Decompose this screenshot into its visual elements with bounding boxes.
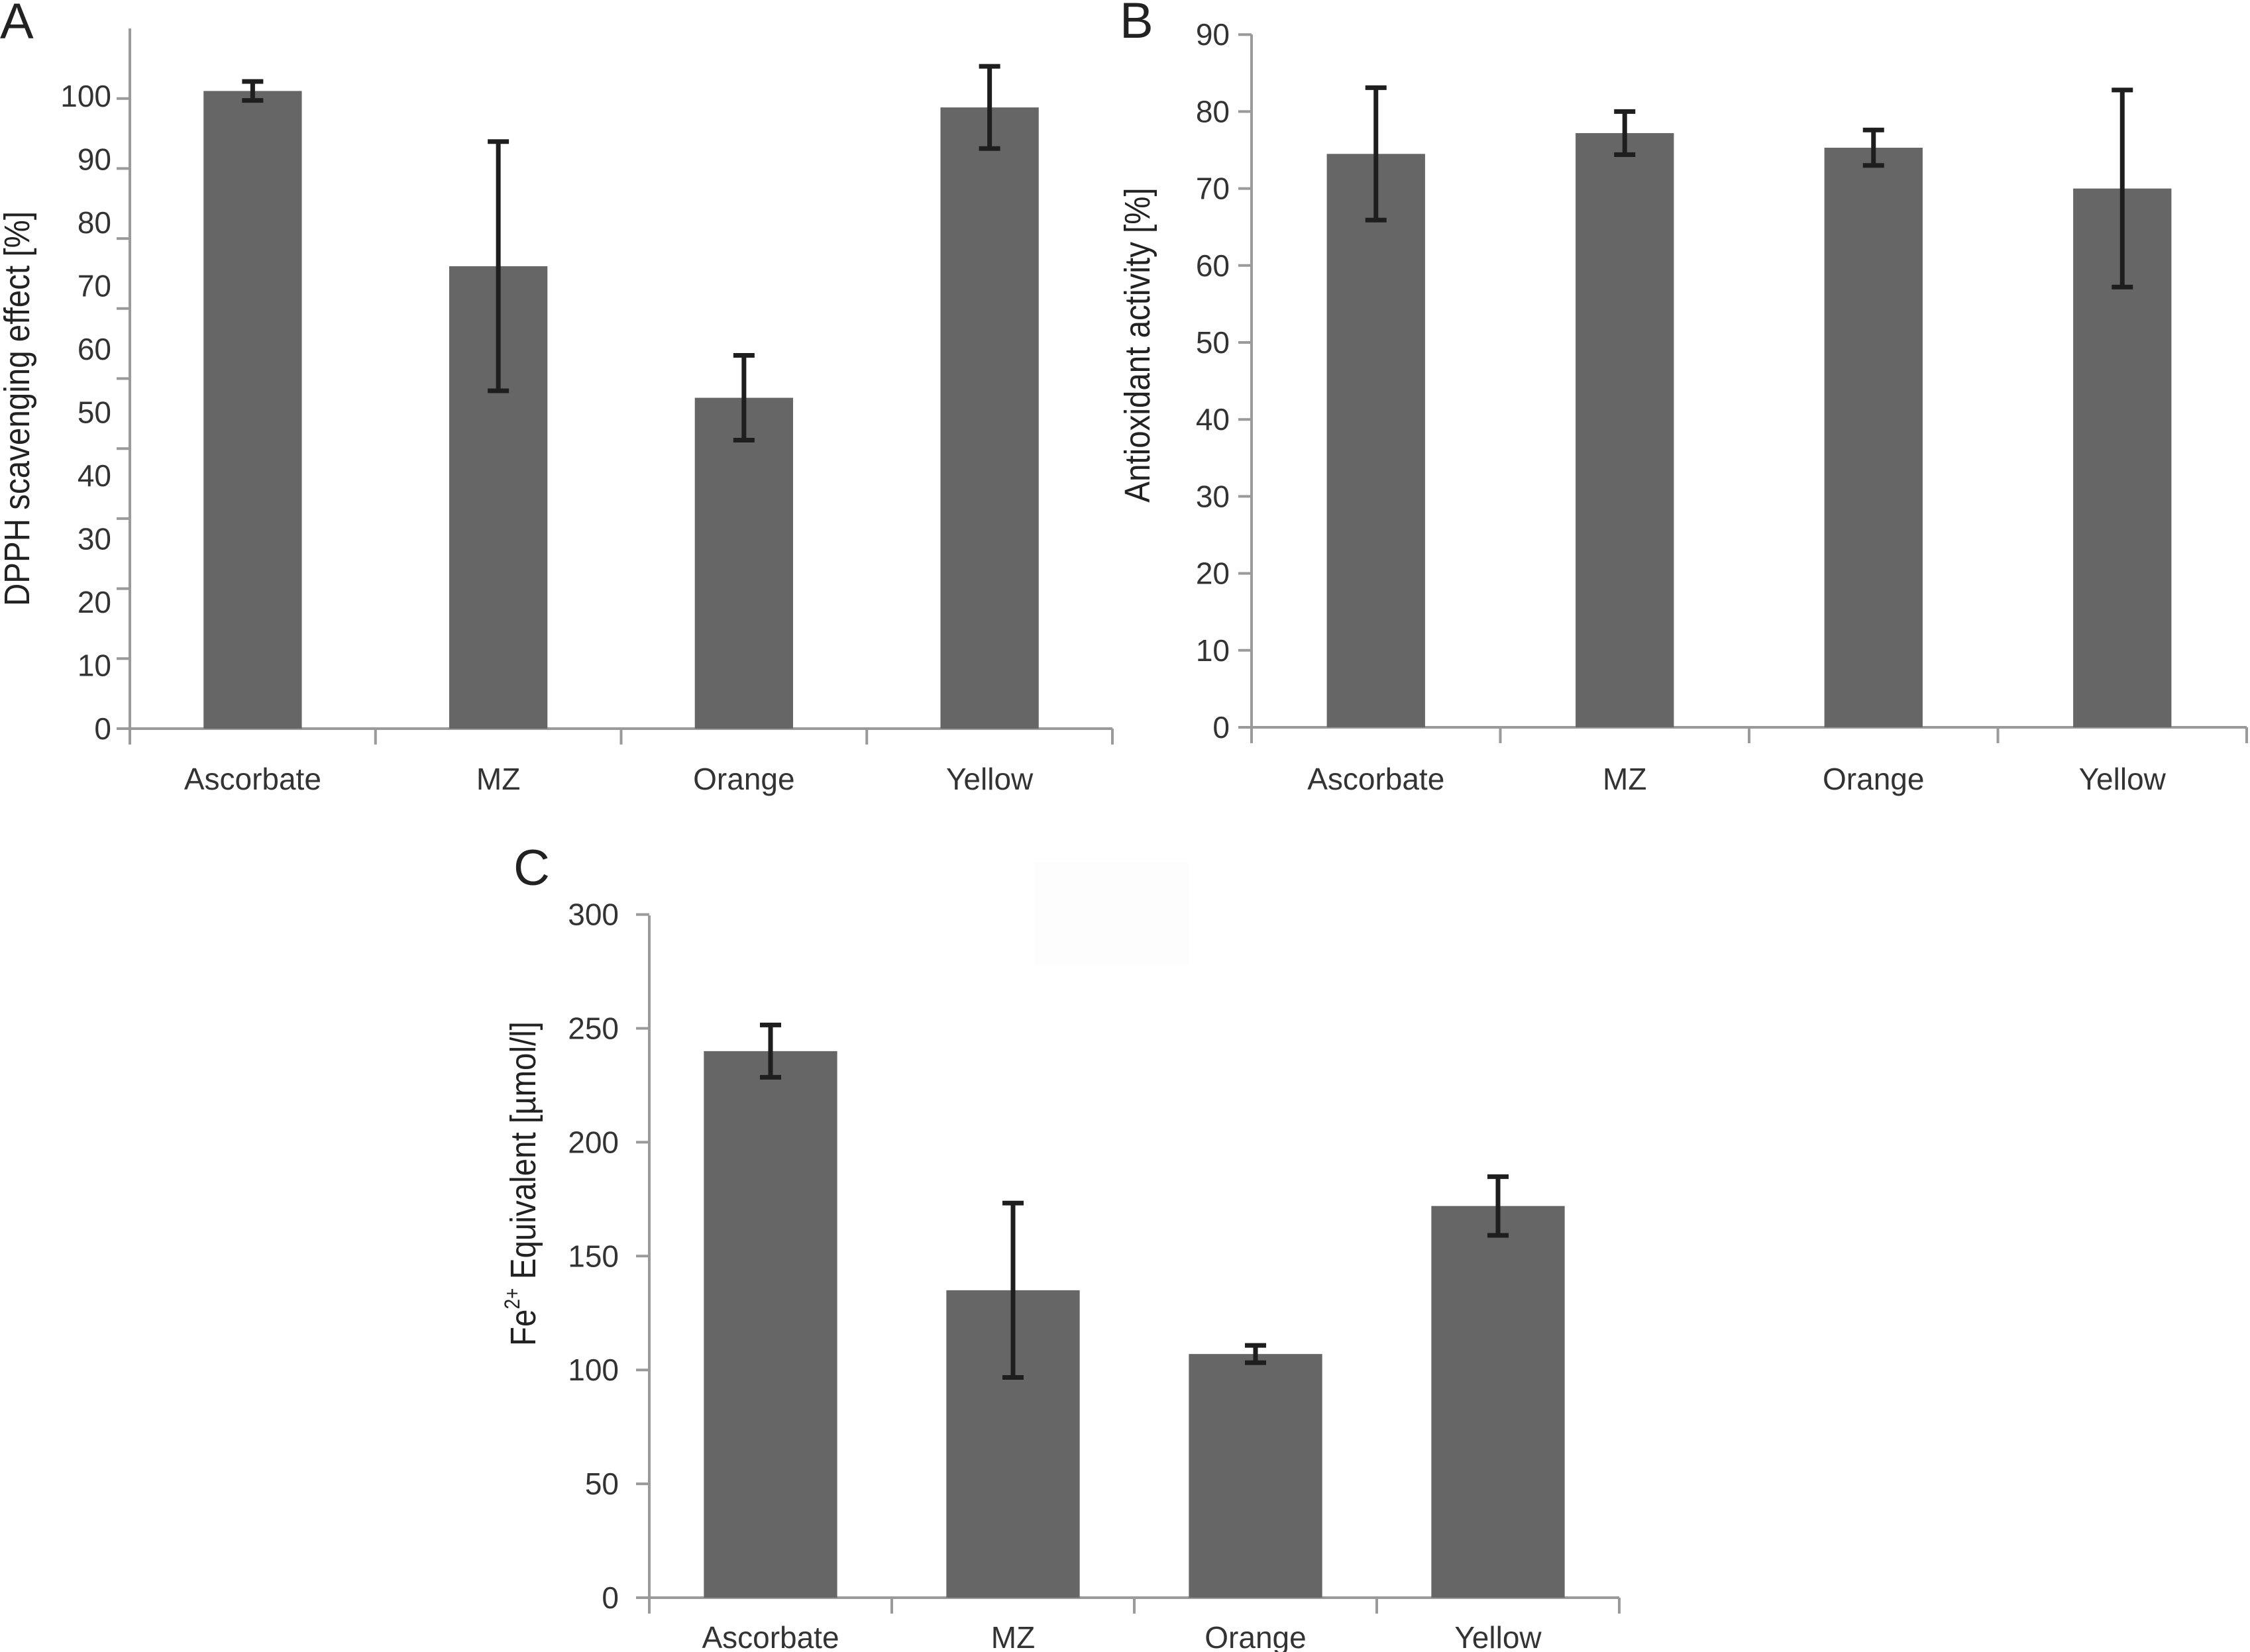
y-tick-label: 40 xyxy=(1196,402,1230,437)
y-tick-label: 10 xyxy=(78,648,111,683)
y-tick-label: 90 xyxy=(78,142,111,177)
x-category-label: MZ xyxy=(991,1620,1035,1652)
y-axis-title-c-rest: Equivalent [µmol/l] xyxy=(503,1021,543,1288)
y-tick-label: 300 xyxy=(568,898,619,932)
bar-ascorbate xyxy=(704,1051,837,1598)
bar-ascorbate xyxy=(203,91,302,729)
bar-orange xyxy=(1824,148,1923,727)
y-axis-title-c-base: Fe xyxy=(503,1310,543,1346)
y-tick-label: 100 xyxy=(60,79,111,113)
panel-letter-a: A xyxy=(0,0,34,50)
y-tick-label: 30 xyxy=(78,522,111,556)
x-category-label: MZ xyxy=(476,762,520,796)
x-category-label: Yellow xyxy=(1454,1620,1542,1652)
y-tick-label: 60 xyxy=(78,332,111,366)
y-tick-label: 80 xyxy=(78,205,111,240)
panel-c: C Fe2+ Equivalent [µmol/l] 0 50 100 150 200 2… xyxy=(501,840,1621,1652)
x-category-label: Orange xyxy=(693,762,794,796)
x-category-label: Orange xyxy=(1205,1620,1306,1652)
x-category-label: Yellow xyxy=(946,762,1034,796)
y-tick-label: 100 xyxy=(568,1353,619,1387)
x-category-label: Ascorbate xyxy=(184,762,321,796)
x-category-label: Orange xyxy=(1823,762,1924,796)
y-tick-label: 250 xyxy=(568,1011,619,1046)
bar-mz xyxy=(1576,132,1674,727)
y-tick-label: 30 xyxy=(1196,479,1230,513)
error-bar-yellow xyxy=(979,64,1000,151)
y-tick-label: 60 xyxy=(1196,248,1230,283)
bar-yellow xyxy=(1431,1206,1565,1598)
y-tick-label: 90 xyxy=(1196,17,1230,52)
error-bar-ascorbate xyxy=(1365,85,1387,223)
x-category-label: Yellow xyxy=(2079,762,2167,796)
y-tick-label: 80 xyxy=(1196,94,1230,129)
y-axis-title-a: DPPH scavenging effect [%] xyxy=(0,211,37,606)
y-tick-label: 0 xyxy=(602,1580,619,1615)
y-tick-label: 50 xyxy=(585,1467,619,1501)
y-tick-label: 70 xyxy=(1196,172,1230,206)
bar-ascorbate xyxy=(1326,154,1425,727)
error-bar-mz xyxy=(1614,109,1636,157)
y-tick-label: 20 xyxy=(1196,556,1230,591)
y-tick-label: 150 xyxy=(568,1239,619,1273)
y-tick-label: 20 xyxy=(78,585,111,619)
y-tick-label: 10 xyxy=(1196,633,1230,668)
error-bar-ascorbate xyxy=(760,1022,781,1080)
error-bar-mz xyxy=(488,139,509,393)
panel-b: B Antioxidant activity [%] 0 10 20 30 40 50 60… xyxy=(1117,0,2248,796)
x-category-label: MZ xyxy=(1603,762,1646,796)
bar-yellow xyxy=(940,107,1039,729)
error-bar-mz xyxy=(1002,1200,1024,1380)
error-bar-orange xyxy=(1862,127,1884,168)
y-axis-title-b: Antioxidant activity [%] xyxy=(1117,187,1157,502)
x-category-label: Ascorbate xyxy=(702,1620,839,1652)
y-axis-title-c-sup: 2+ xyxy=(501,1288,524,1309)
error-bar-yellow xyxy=(1487,1174,1509,1238)
y-tick-label: 0 xyxy=(1212,710,1230,745)
panel-a: A DPPH scavenging effect [%] 0 10 20 30 40 50… xyxy=(0,0,1114,796)
error-bar-yellow xyxy=(2112,87,2133,289)
error-bar-orange xyxy=(1245,1343,1266,1365)
bar-orange xyxy=(1189,1354,1322,1598)
scan-artifact xyxy=(1034,862,1189,965)
x-category-label: Ascorbate xyxy=(1307,762,1444,796)
y-tick-label: 70 xyxy=(78,269,111,303)
y-tick-label: 200 xyxy=(568,1125,619,1159)
panel-letter-b: B xyxy=(1120,0,1153,49)
y-axis-title-c: Fe2+ Equivalent [µmol/l] xyxy=(501,1021,543,1346)
y-tick-label: 40 xyxy=(78,458,111,493)
bar-orange xyxy=(694,397,794,729)
panel-letter-c: C xyxy=(513,840,550,896)
y-tick-label: 50 xyxy=(78,395,111,430)
y-tick-label: 50 xyxy=(1196,325,1230,360)
error-bar-ascorbate xyxy=(242,79,264,103)
y-tick-label: 0 xyxy=(94,711,111,746)
error-bar-orange xyxy=(733,353,755,443)
